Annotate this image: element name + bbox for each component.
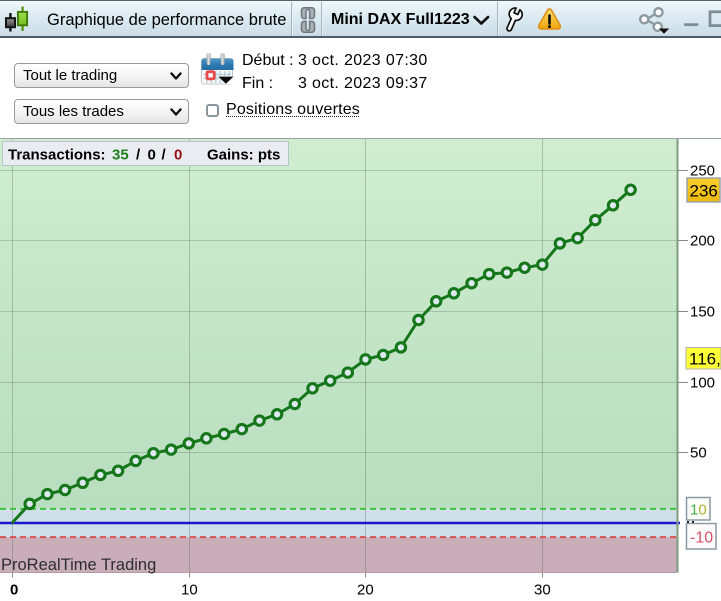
svg-text:Transactions:: Transactions:: [8, 147, 106, 164]
svg-text:236: 236: [690, 182, 718, 201]
svg-text:10: 10: [181, 582, 198, 599]
svg-text:50: 50: [690, 445, 707, 462]
svg-text:100: 100: [690, 375, 715, 392]
svg-text:0: 0: [174, 147, 182, 164]
svg-text:116,: 116,: [689, 350, 721, 369]
svg-text:/: /: [162, 147, 167, 164]
svg-text:0: 0: [10, 582, 18, 599]
svg-text:250: 250: [690, 163, 715, 180]
svg-text:0: 0: [148, 147, 156, 164]
svg-text:ProRealTime Trading: ProRealTime Trading: [1, 556, 156, 574]
svg-text:Gains: pts: Gains: pts: [207, 147, 280, 164]
svg-text:30: 30: [534, 582, 551, 599]
svg-text:20: 20: [357, 582, 374, 599]
svg-text:10: 10: [690, 502, 707, 519]
svg-text:35: 35: [112, 147, 129, 164]
svg-text:/: /: [136, 147, 141, 164]
svg-text:-10: -10: [690, 530, 713, 547]
svg-text:150: 150: [690, 304, 715, 321]
svg-text:200: 200: [690, 233, 715, 250]
